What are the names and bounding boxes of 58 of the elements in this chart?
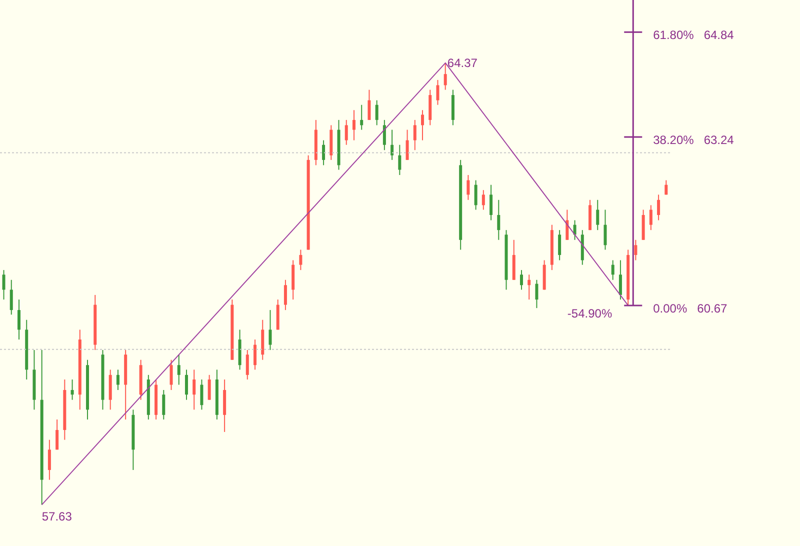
- candlestick: [299, 249, 302, 271]
- candlestick: [649, 204, 652, 231]
- candlestick: [360, 104, 364, 130]
- candlestick: [390, 129, 394, 160]
- data-label: 64.37: [447, 56, 478, 70]
- candlestick: [70, 379, 74, 400]
- candlestick: [56, 418, 59, 450]
- ref-line-label: 61.80% 64.84: [653, 28, 734, 42]
- candlestick: [634, 239, 638, 261]
- candlestick: [618, 260, 622, 300]
- candlestick: [604, 209, 607, 250]
- candlestick: [17, 299, 20, 340]
- candlestick: [413, 119, 416, 151]
- data-label: 57.63: [42, 510, 72, 524]
- candlestick: [596, 199, 600, 231]
- candlestick: [10, 279, 13, 316]
- candlestick: [398, 144, 402, 176]
- candlestick: [497, 199, 500, 240]
- candlestick: [268, 310, 272, 351]
- candlestick: [482, 190, 485, 210]
- candlestick: [444, 62, 447, 90]
- candlestick: [535, 279, 538, 309]
- candlestick: [657, 194, 660, 221]
- candlestick: [208, 374, 211, 400]
- candlestick: [368, 89, 371, 120]
- candlestick: [254, 339, 257, 370]
- candlestick: [406, 129, 409, 160]
- candlestick: [573, 220, 576, 240]
- candlestick: [474, 180, 478, 210]
- candlestick: [200, 379, 204, 410]
- candlestick: [177, 354, 180, 386]
- candlestick: [520, 270, 523, 290]
- ref-line-label: 0.00% 60.67: [653, 301, 728, 316]
- candlestick: [466, 174, 470, 200]
- candlestick: [344, 119, 348, 146]
- candlestick: [284, 279, 287, 311]
- candlestick: [421, 110, 424, 141]
- candlestick: [2, 270, 6, 300]
- candlestick: [116, 369, 120, 390]
- candlestick: [48, 439, 51, 480]
- candlestick: [558, 230, 562, 261]
- candlestick: [322, 140, 326, 166]
- ref-line-label: 38.20% 63.24: [653, 132, 734, 147]
- candlestick: [375, 100, 378, 126]
- candlestick: [192, 369, 196, 410]
- candlestick: [184, 369, 188, 400]
- candlestick: [436, 79, 440, 106]
- candlestick: [246, 350, 249, 380]
- candlestick: [664, 180, 668, 196]
- candlestick: [352, 110, 356, 141]
- candlestick: [170, 359, 173, 390]
- annotation: -54.90%: [567, 306, 612, 320]
- candlestick: [528, 274, 531, 300]
- candlestick: [382, 119, 386, 151]
- candlestick: [566, 209, 569, 240]
- candlestick: [611, 260, 614, 280]
- candlestick: [490, 184, 493, 221]
- candlestick: [162, 390, 166, 420]
